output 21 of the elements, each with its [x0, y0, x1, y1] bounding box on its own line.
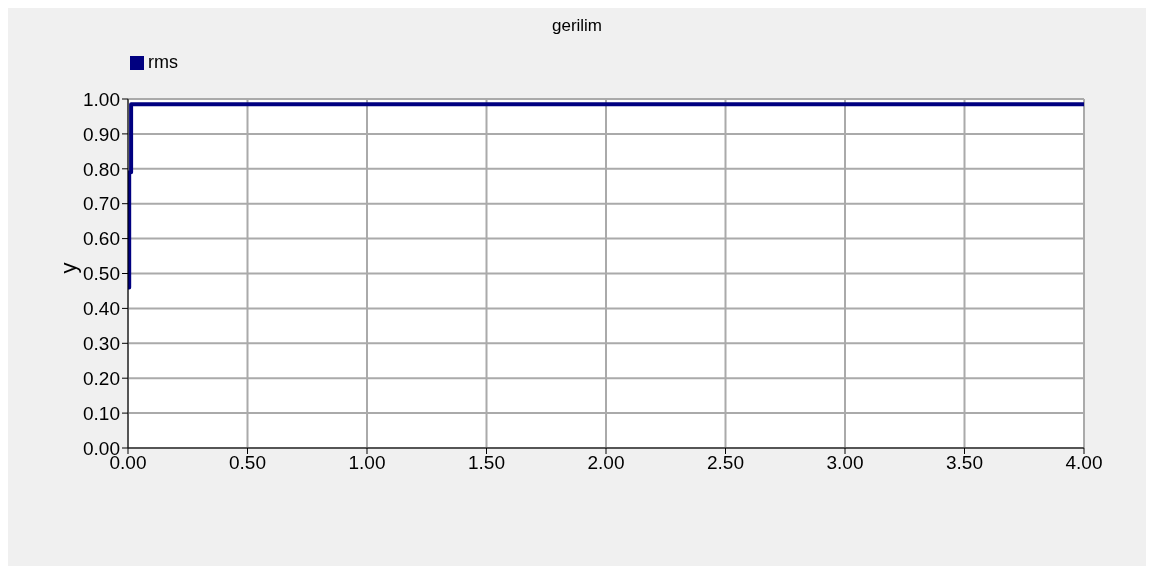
y-tick-label: 0.30	[83, 333, 120, 355]
x-tick-label: 1.00	[348, 452, 386, 474]
y-tick-label: 0.10	[83, 402, 120, 424]
x-tick-label: 0.50	[229, 452, 266, 474]
y-axis-title: y	[55, 262, 81, 274]
y-tick-label: 0.60	[83, 228, 120, 250]
chart-title: gerilim	[550, 16, 604, 36]
y-tick-label: 0.50	[83, 263, 120, 285]
x-tick-label: 2.50	[707, 452, 744, 474]
y-tick-label: 0.40	[83, 298, 120, 320]
x-tick-label: 1.50	[468, 452, 505, 474]
x-tick-label: 2.00	[587, 452, 625, 474]
x-tick-label: 3.50	[946, 452, 983, 474]
y-tick-label: 1.00	[83, 88, 120, 110]
x-tick-label: 3.00	[826, 452, 864, 474]
y-tick-label: 0.20	[83, 367, 120, 389]
legend-label: rms	[148, 52, 178, 72]
y-tick-label: 0.90	[83, 123, 120, 145]
y-tick-label: 0.70	[83, 193, 120, 215]
y-tick-label: 0.80	[83, 158, 120, 180]
x-tick-label: 4.00	[1065, 452, 1103, 474]
